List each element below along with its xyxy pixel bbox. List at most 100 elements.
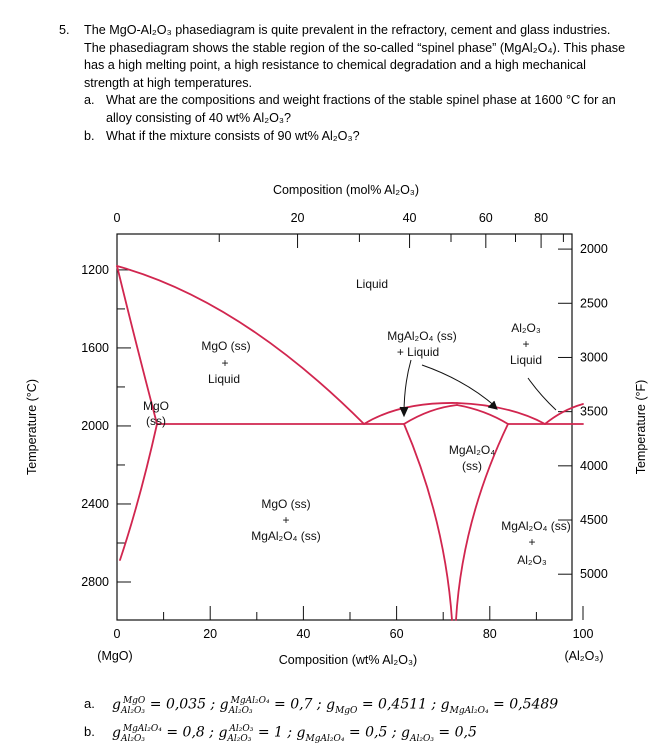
bottom-tick-label: 40 — [296, 627, 310, 641]
answer-b-g3: = 0,5 ; — [348, 724, 397, 741]
left-tick-label: 2800 — [81, 575, 109, 589]
mgo-solvus — [119, 423, 158, 561]
question-number: 5. — [59, 23, 70, 37]
region-mgo-spinel-label: + — [282, 513, 289, 527]
answer-b-g3-symbol: gMgAl₂O₄ — [296, 724, 345, 744]
arrow-head — [399, 406, 409, 418]
region-labels: Liquid MgO (ss) + Liquid MgO (ss) MgAl₂O… — [143, 277, 571, 567]
left-axis-label: Temperature (°C) — [25, 379, 39, 475]
answer-a: a. gAl₂O₃MgO = 0,035 ; gAl₂O₃MgAl₂O₄ = 0… — [84, 696, 559, 716]
region-mgo-liquid-label: Liquid — [208, 372, 240, 386]
arrow-line — [421, 364, 497, 408]
arrow-line — [527, 377, 557, 411]
answer-a-g3: = 0,4511 ; — [361, 696, 437, 713]
bottom-axis-label: Composition (wt% Al₂O₃) — [279, 653, 417, 667]
answer-b-g4-symbol: gAl₂O₃ — [401, 724, 434, 744]
answer-b-g2-symbol: gAl₂O₃Al₂O₃ — [218, 724, 254, 744]
region-mgo-liquid-label: + — [221, 356, 228, 370]
liquidus-mgo — [116, 265, 365, 425]
region-spinel-ss-label: (ss) — [462, 459, 482, 473]
answer-a-g2-symbol: gAl₂O₃MgAl₂O₄ — [219, 696, 270, 716]
solidus-mgo — [116, 265, 158, 425]
spinel-upper-left — [403, 404, 458, 425]
region-spinel-al2o3-label: Al₂O₃ — [517, 553, 547, 567]
top-axis-label: Composition (mol% Al₂O₃) — [273, 183, 419, 197]
arrow-head — [487, 400, 498, 410]
part-a-line: What are the compositions and weight fra… — [106, 93, 616, 108]
answer-a-g1-symbol: gAl₂O₃MgO — [112, 696, 146, 716]
liquidus-al2o3 — [544, 403, 584, 425]
right-tick-label: 4000 — [580, 459, 608, 473]
question-intro: The MgO-Al₂O₃ phasediagram is quite prev… — [84, 22, 658, 92]
region-spinel-ss-label: MgAl₂O₄ — [449, 443, 495, 457]
region-mgo-ss-label: (ss) — [146, 414, 166, 428]
right-tick-label: 2000 — [580, 242, 608, 256]
intro-line: The MgO-Al₂O₃ phasediagram is quite prev… — [84, 23, 611, 37]
part-b-label: b. — [84, 128, 95, 143]
left-tick-label: 1600 — [81, 341, 109, 355]
intro-line: has a high melting point, a high resista… — [84, 58, 586, 73]
right-tick-label: 3000 — [580, 350, 608, 364]
answer-a-g1: = 0,035 ; — [149, 696, 216, 713]
answer-b-g1: = 0,8 ; — [166, 724, 214, 741]
right-tick-label: 3500 — [580, 405, 608, 419]
phase-boundaries — [116, 265, 584, 621]
left-tick-label: 2000 — [81, 419, 109, 433]
top-tick-label: 80 — [534, 211, 548, 225]
region-spinel-liquid-label: MgAl₂O₄ (ss) — [387, 329, 457, 343]
top-tick-label: 0 — [114, 211, 121, 225]
answer-b-g1-symbol: gAl₂O₃MgAl₂O₄ — [112, 724, 162, 744]
top-tick-label: 40 — [403, 211, 417, 225]
answer-a-label: a. — [84, 696, 95, 711]
answer-b-g2: = 1 ; — [257, 724, 293, 741]
answer-b: b. gAl₂O₃MgAl₂O₄ = 0,8 ; gAl₂O₃Al₂O₃ = 1… — [84, 724, 477, 744]
bottom-right-end-label: (Al₂O₃) — [564, 649, 603, 663]
region-al2o3-liquid-label: + — [522, 337, 529, 351]
intro-line: strength at high temperatures. — [84, 75, 253, 90]
axis-ticks: 0 20 40 60 80 100 0 20 40 60 80 2800 2400 2000 1600 120… — [81, 211, 608, 641]
liquidus-spinel-right — [456, 402, 546, 425]
region-al2o3-liquid-label: Liquid — [510, 353, 542, 367]
label-arrows — [399, 359, 557, 418]
answer-a-g3-symbol: gMgO — [326, 696, 358, 716]
region-spinel-al2o3-label: MgAl₂O₄ (ss) — [501, 519, 571, 533]
answer-b-label: b. — [84, 724, 95, 739]
region-mgo-spinel-label: MgO (ss) — [261, 497, 310, 511]
left-tick-label: 2400 — [81, 497, 109, 511]
answer-a-g4: = 0,5489 — [493, 696, 559, 713]
part-b: b. What if the mixture consists of 90 wt… — [60, 128, 658, 146]
right-tick-label: 2500 — [580, 296, 608, 310]
part-a: a. What are the compositions and weight … — [60, 92, 658, 127]
answer-b-g4: = 0,5 — [438, 724, 477, 741]
bottom-tick-label: 60 — [390, 627, 404, 641]
answer-a-g2: = 0,7 ; — [274, 696, 322, 713]
part-a-label: a. — [84, 93, 95, 108]
part-b-line: What if the mixture consists of 90 wt% A… — [106, 128, 360, 143]
answer-a-g4-symbol: gMgAl₂O₄ — [440, 696, 489, 716]
region-al2o3-liquid-label: Al₂O₃ — [511, 321, 541, 335]
region-liquid-label: Liquid — [356, 277, 388, 291]
region-mgo-liquid-label: MgO (ss) — [201, 339, 250, 353]
bottom-left-end-label: (MgO) — [97, 649, 132, 663]
right-tick-label: 4500 — [580, 513, 608, 527]
bottom-tick-label: 80 — [483, 627, 497, 641]
region-mgo-spinel-label: MgAl₂O₄ (ss) — [251, 529, 321, 543]
spinel-solvus-right — [455, 423, 509, 621]
top-tick-label: 20 — [291, 211, 305, 225]
part-a-line: alloy consisting of 40 wt% Al₂O₃? — [106, 110, 292, 125]
region-mgo-ss-label: MgO — [143, 399, 169, 413]
bottom-tick-label: 0 — [114, 627, 121, 641]
left-tick-label: 1200 — [81, 263, 109, 277]
bottom-tick-label: 100 — [573, 627, 594, 641]
bottom-tick-label: 20 — [203, 627, 217, 641]
question-block: 5. The MgO-Al₂O₃ phasediagram is quite p… — [59, 22, 658, 146]
spinel-upper-right — [456, 404, 509, 425]
top-tick-label: 60 — [479, 211, 493, 225]
region-spinel-al2o3-label: + — [528, 535, 535, 549]
region-spinel-liquid-label: + Liquid — [397, 345, 439, 359]
plot-frame — [116, 233, 573, 621]
intro-line: The phasediagram shows the stable region… — [84, 40, 626, 55]
right-tick-label: 5000 — [580, 567, 608, 581]
spinel-solvus-left — [403, 423, 453, 621]
